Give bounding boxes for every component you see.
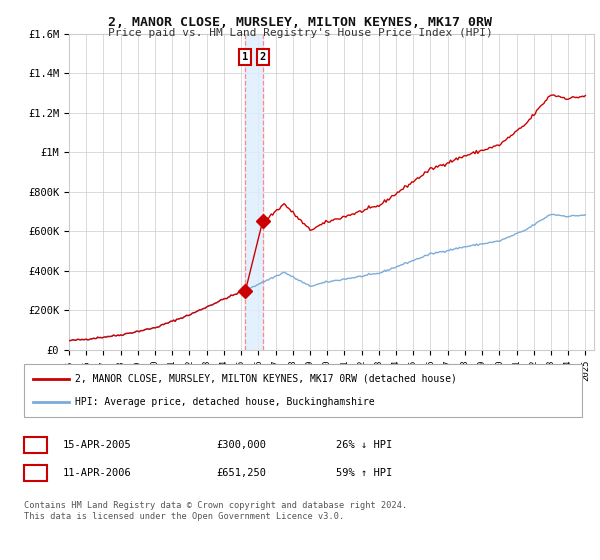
Text: 2: 2 bbox=[260, 52, 266, 62]
Text: 11-APR-2006: 11-APR-2006 bbox=[63, 468, 132, 478]
Text: £651,250: £651,250 bbox=[216, 468, 266, 478]
Text: £300,000: £300,000 bbox=[216, 440, 266, 450]
Text: 26% ↓ HPI: 26% ↓ HPI bbox=[336, 440, 392, 450]
Text: HPI: Average price, detached house, Buckinghamshire: HPI: Average price, detached house, Buck… bbox=[75, 397, 374, 407]
Text: 2: 2 bbox=[32, 468, 39, 478]
Text: Contains HM Land Registry data © Crown copyright and database right 2024.
This d: Contains HM Land Registry data © Crown c… bbox=[24, 501, 407, 521]
Text: 1: 1 bbox=[242, 52, 248, 62]
Bar bbox=[245, 34, 263, 350]
Text: Price paid vs. HM Land Registry's House Price Index (HPI): Price paid vs. HM Land Registry's House … bbox=[107, 28, 493, 38]
Text: 15-APR-2005: 15-APR-2005 bbox=[63, 440, 132, 450]
Text: 59% ↑ HPI: 59% ↑ HPI bbox=[336, 468, 392, 478]
Text: 2, MANOR CLOSE, MURSLEY, MILTON KEYNES, MK17 0RW (detached house): 2, MANOR CLOSE, MURSLEY, MILTON KEYNES, … bbox=[75, 374, 457, 384]
Text: 2, MANOR CLOSE, MURSLEY, MILTON KEYNES, MK17 0RW: 2, MANOR CLOSE, MURSLEY, MILTON KEYNES, … bbox=[108, 16, 492, 29]
Text: 1: 1 bbox=[32, 440, 39, 450]
